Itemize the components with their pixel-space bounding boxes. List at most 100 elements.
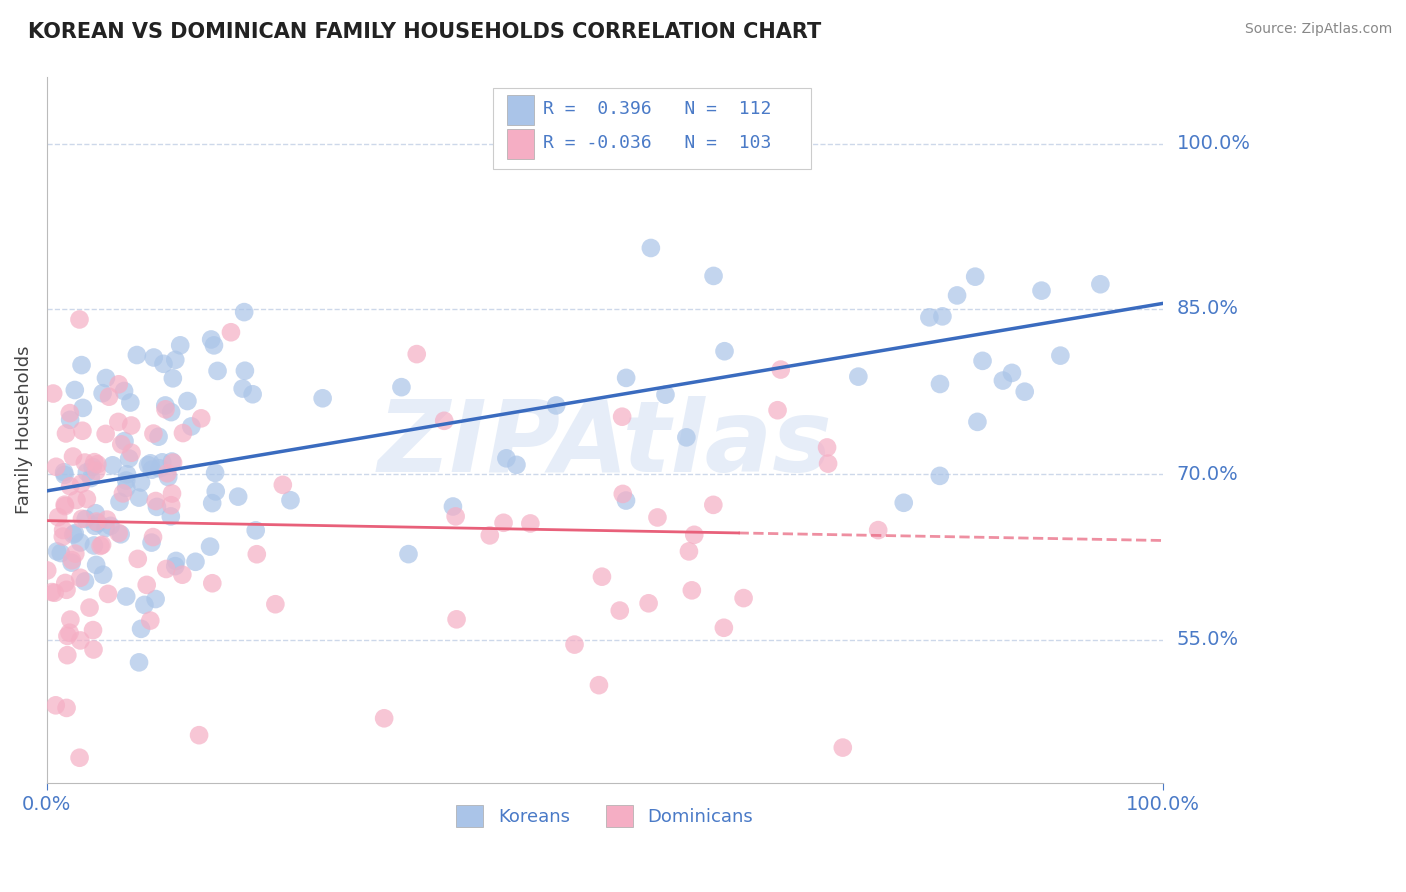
Point — [80, 471, 103, 485]
Point — [55, 582, 77, 597]
Text: 70.0%: 70.0% — [1177, 465, 1239, 483]
Point — [157, 470, 180, 484]
Point — [115, 481, 138, 495]
Point — [391, 380, 413, 394]
Point — [76, 465, 98, 479]
Point — [675, 430, 697, 444]
Point — [654, 387, 676, 401]
Point — [69, 535, 91, 549]
Point — [110, 437, 132, 451]
Point — [169, 338, 191, 352]
Point — [115, 590, 138, 604]
Point — [155, 399, 177, 413]
Point — [245, 524, 267, 538]
Point — [246, 547, 269, 561]
Point — [56, 629, 79, 643]
Point — [53, 498, 76, 512]
Point — [114, 434, 136, 448]
Point — [82, 623, 104, 637]
Point — [165, 554, 187, 568]
Point — [90, 539, 112, 553]
Point — [966, 415, 988, 429]
Point — [86, 515, 108, 529]
Point — [62, 527, 84, 541]
Point — [446, 612, 468, 626]
Point — [76, 491, 98, 506]
Point — [946, 288, 969, 302]
Point — [311, 392, 333, 406]
Point — [769, 362, 792, 376]
Point — [162, 456, 184, 470]
Point — [53, 465, 76, 479]
Text: R = -0.036   N =  103: R = -0.036 N = 103 — [543, 134, 772, 152]
Text: R =  0.396   N =  112: R = 0.396 N = 112 — [543, 100, 772, 119]
Point — [815, 441, 838, 455]
FancyBboxPatch shape — [506, 95, 534, 125]
Point — [58, 625, 80, 640]
Text: ZIPAtlas: ZIPAtlas — [377, 396, 832, 493]
Point — [59, 613, 82, 627]
Point — [647, 510, 669, 524]
Point — [162, 371, 184, 385]
Point — [441, 500, 464, 514]
Point — [115, 467, 138, 482]
Point — [94, 521, 117, 535]
Point — [160, 405, 183, 419]
Point — [49, 546, 72, 560]
Point — [70, 358, 93, 372]
Point — [145, 494, 167, 508]
Point — [148, 461, 170, 475]
Point — [868, 523, 890, 537]
Y-axis label: Family Households: Family Households — [15, 346, 32, 515]
Point — [614, 493, 637, 508]
Point — [112, 384, 135, 398]
Point — [233, 305, 256, 319]
Point — [159, 509, 181, 524]
Point — [98, 390, 121, 404]
Point — [52, 523, 75, 537]
Point — [97, 587, 120, 601]
Point — [139, 456, 162, 470]
Point — [609, 604, 631, 618]
Point — [478, 528, 501, 542]
Point — [1031, 284, 1053, 298]
Point — [65, 493, 87, 508]
Point — [444, 509, 467, 524]
Point — [145, 592, 167, 607]
Point — [63, 526, 86, 541]
Text: KOREAN VS DOMINICAN FAMILY HOUSEHOLDS CORRELATION CHART: KOREAN VS DOMINICAN FAMILY HOUSEHOLDS CO… — [28, 22, 821, 42]
Point — [84, 558, 107, 572]
Point — [160, 486, 183, 500]
Point — [184, 555, 207, 569]
Point — [965, 269, 987, 284]
Point — [683, 528, 706, 542]
Point — [127, 552, 149, 566]
Point — [931, 310, 953, 324]
Point — [846, 369, 869, 384]
Point — [1049, 349, 1071, 363]
Point — [433, 414, 456, 428]
Point — [110, 527, 132, 541]
Point — [492, 516, 515, 530]
Point — [172, 567, 194, 582]
Point — [201, 576, 224, 591]
Point — [142, 351, 165, 365]
Point — [115, 474, 138, 488]
Point — [766, 403, 789, 417]
Point — [69, 571, 91, 585]
Point — [75, 512, 97, 526]
Point — [201, 496, 224, 510]
Point — [125, 348, 148, 362]
Point — [37, 563, 59, 577]
Point — [60, 553, 83, 567]
Point — [73, 574, 96, 589]
Point — [45, 698, 67, 713]
Point — [83, 539, 105, 553]
Point — [519, 516, 541, 531]
Point — [72, 424, 94, 438]
Point — [65, 547, 87, 561]
Point — [53, 499, 76, 513]
Point — [69, 633, 91, 648]
Point — [101, 458, 124, 473]
Point — [156, 467, 179, 481]
